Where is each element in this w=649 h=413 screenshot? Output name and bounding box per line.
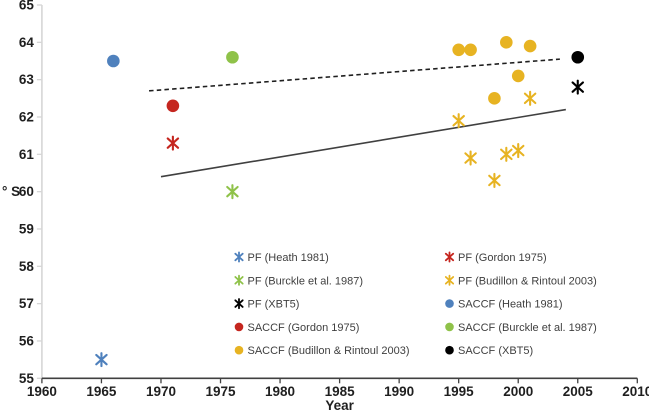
y-tick-label: 55 [19,371,35,386]
asterisk-marker-icon [444,274,455,286]
data-point [511,69,525,83]
legend-label: SACCF (XBT5) [458,345,533,357]
y-tick-label: 56 [19,333,35,348]
data-point [571,50,585,64]
data-point [511,143,525,159]
data-point [452,43,465,57]
y-tick-label: 60 [19,184,34,199]
y-tick-label: 59 [19,221,34,236]
legend-item: PF (Heath 1981) [234,251,329,264]
y-tick-label: 63 [19,72,35,87]
data-point [226,184,239,200]
x-tick-label: 2010 [622,384,649,399]
data-point [500,146,513,162]
circle-marker-icon [234,322,244,332]
circle-marker-icon [445,299,454,308]
legend-item: SACCF (Burckle et al. 1987) [445,322,597,334]
x-tick-label: 1995 [444,384,475,399]
legend-item: SACCF (Budillon & Rintoul 2003) [234,345,410,357]
trendline-pf-trend [160,108,566,178]
data-point [464,43,477,57]
circle-marker-icon [445,345,454,355]
y-tick-label: 61 [19,147,35,162]
legend-item: PF (Budillon & Rintoul 2003) [444,274,597,287]
legend-label: SACCF (Gordon 1975) [248,322,360,334]
x-tick-label: 1975 [205,384,236,399]
asterisk-marker-icon [234,251,244,263]
data-point [226,50,239,64]
x-tick-label: 1965 [86,384,117,399]
legend-label: PF (XBT5) [248,299,300,311]
x-axis-title: Year [325,398,354,413]
data-point [166,99,180,113]
x-tick-label: 1970 [146,384,176,399]
legend-item: SACCF (XBT5) [445,345,533,357]
y-tick-label: 57 [19,296,34,311]
trendline-saccf-trend [149,58,560,92]
data-point [464,150,477,166]
legend-label: PF (Budillon & Rintoul 2003) [458,275,597,287]
legend-label: PF (Burckle et al. 1987) [248,275,364,287]
y-tick-label: 62 [19,109,34,124]
x-tick-label: 1990 [384,384,414,399]
asterisk-marker-icon [444,251,455,263]
x-tick-label: 1985 [325,384,356,399]
circle-marker-icon [445,322,454,332]
y-tick-label: 65 [19,0,35,13]
legend-item: PF (Gordon 1975) [444,251,547,264]
data-point [523,39,537,53]
x-tick-label: 2000 [503,384,533,399]
x-tick-label: 2005 [563,384,594,399]
y-tick-label: 58 [19,259,35,274]
data-point [95,352,108,368]
x-tick-label: 1980 [265,384,295,399]
legend-label: PF (Heath 1981) [248,252,329,264]
legend-label: PF (Gordon 1975) [458,252,547,264]
data-point [452,113,465,129]
legend-item: PF (XBT5) [234,298,300,311]
data-point [166,135,180,151]
y-axis-title: ° S [2,184,20,199]
circle-marker-icon [234,345,244,355]
x-tick-label: 1960 [27,384,57,399]
data-point [488,92,501,105]
data-point [571,79,585,95]
legend-item: SACCF (Gordon 1975) [234,322,360,334]
data-point [500,36,513,49]
data-point [107,54,120,68]
legend-label: SACCF (Budillon & Rintoul 2003) [248,345,410,357]
y-tick-label: 64 [19,35,35,50]
legend-item: SACCF (Heath 1981) [445,299,563,311]
data-point [488,172,501,189]
data-point [523,90,537,106]
legend-item: PF (Burckle et al. 1987) [234,274,364,287]
asterisk-marker-icon [234,298,244,310]
legend-label: SACCF (Burckle et al. 1987) [458,322,597,334]
asterisk-marker-icon [234,274,244,286]
legend-label: SACCF (Heath 1981) [458,299,563,311]
